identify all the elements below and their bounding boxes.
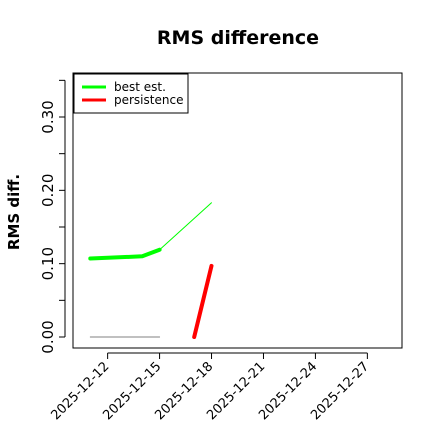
chart-title: RMS difference	[157, 27, 319, 49]
x-axis: 2025-12-122025-12-152025-12-182025-12-21…	[48, 352, 372, 423]
legend: best est.persistence	[73, 73, 189, 114]
y-axis-label: RMS diff.	[5, 174, 23, 250]
legend-label: persistence	[114, 93, 183, 107]
y-tick-label: 0.20	[39, 174, 57, 207]
y-axis: 0.00 0.10 0.20 0.30	[39, 79, 66, 354]
y-tick-label: 0.00	[39, 320, 57, 353]
plot-box	[72, 72, 403, 349]
series-layer	[88, 202, 214, 339]
y-tick-label: 0.10	[39, 247, 57, 280]
series-line-unnamed-1	[159, 202, 212, 251]
series-line-best-est-	[88, 247, 162, 261]
legend-box	[73, 73, 189, 114]
series-line-persistence	[192, 263, 214, 339]
y-tick-label: 0.30	[39, 100, 57, 133]
legend-label: best est.	[114, 80, 166, 94]
